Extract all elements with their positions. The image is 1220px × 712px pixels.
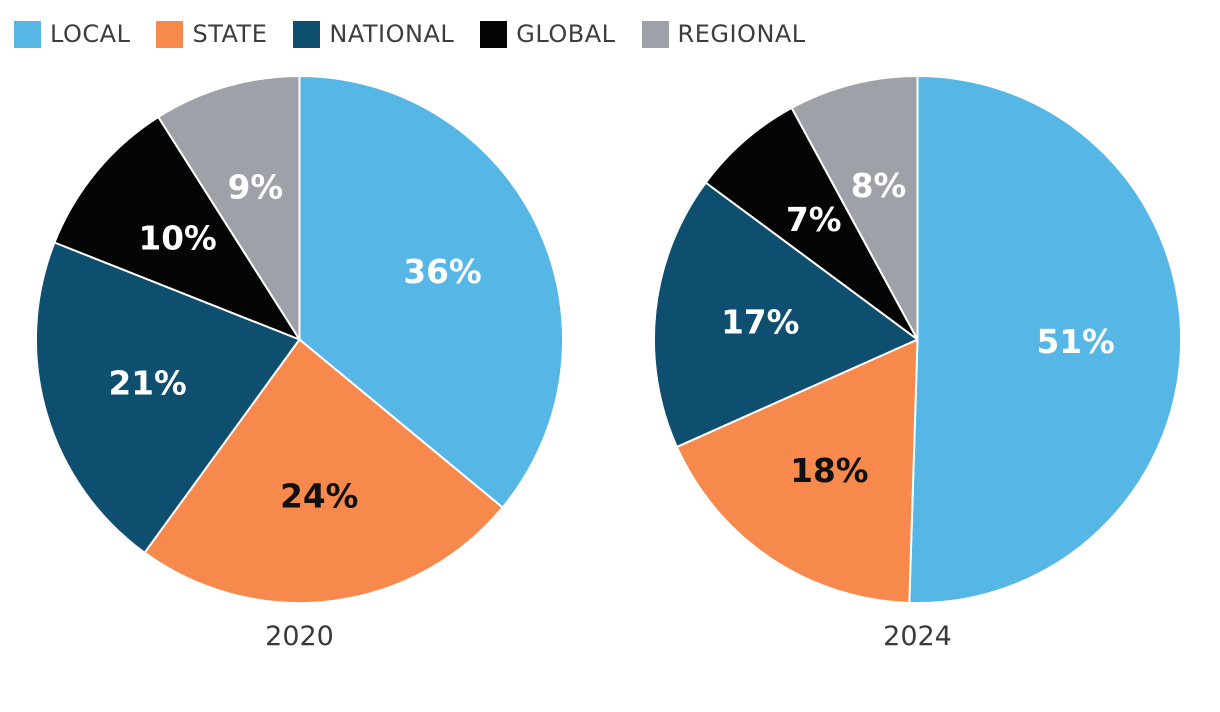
pie-slice-2024-regional — [790, 74, 919, 341]
legend-swatch-local — [14, 20, 41, 48]
slice-label-2020-regional: 9% — [228, 169, 284, 207]
pie-slice-2020-national — [35, 241, 301, 554]
pie-slice-2020-regional — [157, 74, 301, 341]
pie-slice-2024-national — [653, 181, 919, 448]
pie-slice-2020-local — [298, 74, 565, 509]
chart-title-2024: 2024 — [883, 621, 952, 652]
pie-slice-2024-state — [675, 338, 919, 604]
charts-row: 36% 24% 21% 10% 9% 2020 51% 18% 17% 7% 8% 2024 — [0, 72, 1220, 652]
legend-label-national: NATIONAL — [329, 20, 455, 48]
slice-label-2024-national: 17% — [721, 303, 799, 341]
chart-title-2020: 2020 — [265, 621, 334, 652]
legend-swatch-regional — [641, 20, 669, 48]
legend-label-global: GLOBAL — [516, 20, 616, 48]
legend-swatch-state — [156, 20, 184, 48]
legend-item-global: GLOBAL — [480, 20, 615, 48]
legend-item-regional: REGIONAL — [641, 20, 806, 48]
slice-label-2020-local: 36% — [403, 253, 481, 291]
slice-label-2020-state: 24% — [280, 477, 358, 515]
slice-label-2024-global: 7% — [786, 201, 842, 239]
pie-slice-2020-state — [143, 338, 504, 604]
slice-label-2020-national: 21% — [108, 365, 186, 403]
legend-label-local: LOCAL — [50, 20, 131, 48]
legend-item-local: LOCAL — [14, 20, 130, 48]
pie-slice-2020-global — [53, 115, 301, 341]
slice-label-2024-regional: 8% — [851, 167, 907, 205]
legend-swatch-national — [293, 20, 321, 48]
pie-chart-2024: 51% 18% 17% 7% 8% 2024 — [650, 72, 1185, 652]
legend-swatch-global — [480, 20, 508, 48]
slice-label-2020-global: 10% — [139, 220, 217, 258]
pie-2020-svg: 36% 24% 21% 10% 9% — [35, 74, 565, 604]
pie-slice-2024-global — [704, 106, 919, 341]
pie-charts-page: LOCAL STATE NATIONAL GLOBAL REGIONAL 36% 24% 2… — [0, 0, 1220, 652]
legend-item-national: NATIONAL — [293, 20, 454, 48]
legend-item-state: STATE — [156, 20, 267, 48]
legend-label-state: STATE — [192, 20, 268, 48]
pie-2024-svg: 51% 18% 17% 7%8% — [653, 74, 1183, 604]
chart-legend: LOCAL STATE NATIONAL GLOBAL REGIONAL — [0, 0, 1220, 48]
pie-slice-2024-local — [908, 74, 1183, 604]
slice-label-2024-state: 18% — [790, 452, 868, 490]
pie-chart-2020: 36% 24% 21% 10% 9% 2020 — [32, 72, 567, 652]
legend-label-regional: REGIONAL — [677, 20, 806, 48]
slice-label-2024-local: 51% — [1036, 323, 1114, 361]
